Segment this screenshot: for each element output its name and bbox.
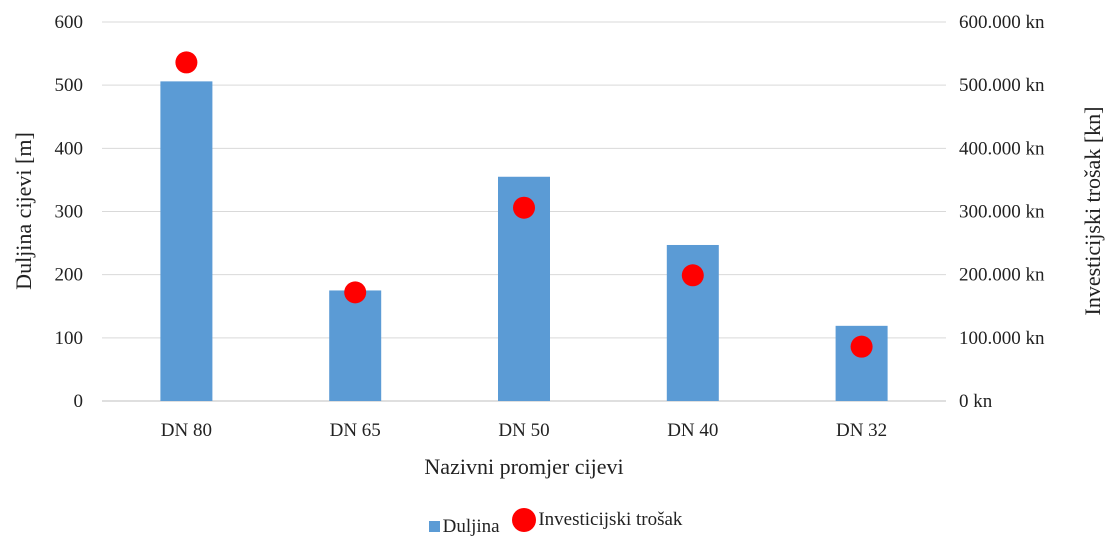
y-axis-title: Duljina cijevi [m]: [11, 132, 36, 290]
y-tick-label: 100: [55, 328, 84, 349]
y-tick-label: 600: [55, 12, 84, 33]
x-tick-label: DN 65: [330, 420, 381, 441]
x-tick-label: DN 50: [498, 420, 549, 441]
y-tick-label: 400: [55, 138, 84, 159]
legend-label-dots: Investicijski trošak: [538, 509, 683, 530]
legend-item-bars: Duljina: [428, 515, 500, 538]
y2-tick-label: 500.000 kn: [959, 75, 1045, 96]
y2-tick-label: 400.000 kn: [959, 138, 1045, 159]
x-axis-title: Nazivni promjer cijevi: [424, 454, 623, 479]
y-tick-label: 200: [55, 265, 84, 286]
legend-label-bars: Duljina: [442, 515, 500, 537]
left-axis-ticks: 0 100 200 300 400 500 600: [55, 12, 84, 412]
legend: Duljina Investicijski trošak: [0, 508, 1111, 538]
legend-item-dots: Investicijski trošak: [512, 508, 682, 532]
y2-axis-title: Investicijski trošak [kn]: [1080, 107, 1105, 316]
y-tick-label: 0: [74, 391, 84, 412]
legend-bar-swatch: [428, 521, 440, 532]
data-point: [513, 196, 535, 219]
x-tick-label: DN 80: [161, 420, 212, 441]
data-point: [850, 335, 873, 358]
bar: [160, 81, 213, 402]
x-axis-ticks: DN 80 DN 65 DN 50 DN 40 DN 32: [161, 420, 887, 441]
y2-tick-label: 200.000 kn: [959, 265, 1045, 286]
y-tick-label: 500: [55, 75, 84, 96]
data-point: [175, 51, 198, 74]
y2-tick-label: 300.000 kn: [959, 202, 1045, 223]
y2-tick-label: 100.000 kn: [959, 328, 1045, 349]
y-tick-label: 300: [55, 202, 84, 223]
dot-series: [175, 51, 873, 358]
x-tick-label: DN 32: [836, 420, 887, 441]
x-tick-label: DN 40: [667, 420, 718, 441]
legend-dot-swatch: [512, 508, 537, 532]
right-axis-ticks: 0 kn 100.000 kn 200.000 kn 300.000 kn 400.00…: [959, 12, 1045, 412]
y2-tick-label: 600.000 kn: [959, 12, 1045, 33]
bar: [329, 290, 382, 401]
y2-tick-label: 0 kn: [959, 391, 993, 412]
data-point: [681, 264, 704, 287]
bar-series: [160, 81, 888, 402]
data-point: [344, 281, 367, 304]
